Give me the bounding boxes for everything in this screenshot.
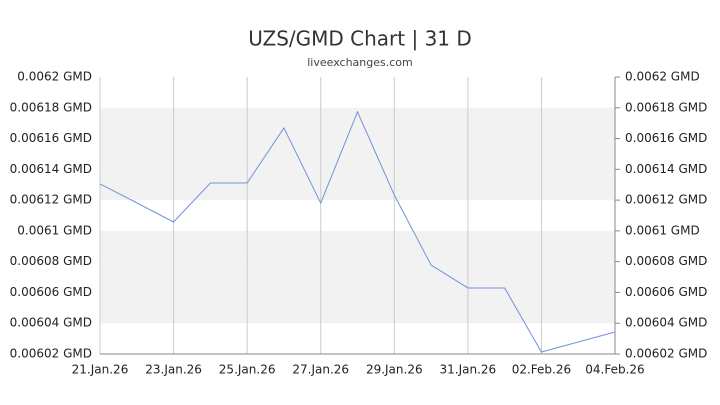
y-tick-label-right: 0.00606 GMD (625, 285, 707, 299)
y-tick-label-right: 0.00616 GMD (625, 131, 707, 145)
y-tick-label: 0.0061 GMD (17, 223, 92, 237)
y-tick-label-right: 0.0062 GMD (625, 70, 700, 84)
y-tick-label: 0.00618 GMD (10, 100, 92, 114)
chart-subtitle: liveexchanges.com (307, 56, 412, 69)
y-tick-label-right: 0.00604 GMD (625, 316, 707, 330)
x-tick-label: 21.Jan.26 (72, 363, 129, 377)
y-tick-label: 0.00604 GMD (10, 316, 92, 330)
grid-band (100, 138, 615, 170)
grid-band (100, 323, 615, 354)
y-tick-label-right: 0.0061 GMD (625, 223, 700, 237)
x-tick-label: 25.Jan.26 (219, 363, 276, 377)
y-tick-label: 0.00616 GMD (10, 131, 92, 145)
grid-band (100, 200, 615, 231)
y-tick-label: 0.00612 GMD (10, 193, 92, 207)
x-tick-label: 27.Jan.26 (292, 363, 349, 377)
y-tick-label-right: 0.00618 GMD (625, 100, 707, 114)
x-tick-label: 29.Jan.26 (366, 363, 423, 377)
y-tick-label: 0.00606 GMD (10, 285, 92, 299)
chart-title: UZS/GMD Chart | 31 D (248, 27, 472, 51)
x-tick-label: 23.Jan.26 (145, 363, 202, 377)
y-tick-label: 0.00614 GMD (10, 162, 92, 176)
x-tick-label: 31.Jan.26 (440, 363, 497, 377)
grid-band (100, 261, 615, 293)
y-tick-label-right: 0.00612 GMD (625, 193, 707, 207)
data-line (99, 110, 616, 353)
grid-band (100, 77, 615, 108)
x-tick-label: 02.Feb.26 (512, 363, 571, 377)
y-tick-label: 0.00608 GMD (10, 254, 92, 268)
y-tick-label: 0.00602 GMD (10, 347, 92, 361)
x-tick-label: 04.Feb.26 (585, 363, 644, 377)
grid-band (100, 230, 615, 262)
grid-band (100, 292, 615, 324)
y-tick-label-right: 0.00614 GMD (625, 162, 707, 176)
y-tick-label-right: 0.00608 GMD (625, 254, 707, 268)
y-tick-label-right: 0.00602 GMD (625, 347, 707, 361)
y-tick-label: 0.0062 GMD (17, 70, 92, 84)
grid-band (100, 169, 615, 201)
